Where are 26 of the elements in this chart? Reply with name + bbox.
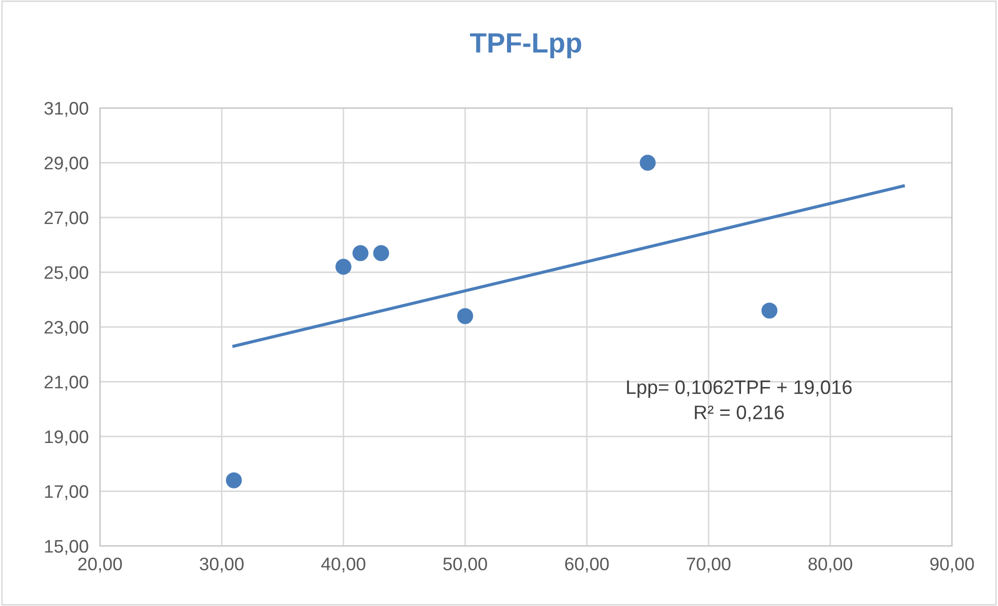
chart-title: TPF-Lpp <box>470 33 582 58</box>
x-tick-label: 80,00 <box>808 558 852 573</box>
x-tick-label: 40,00 <box>321 558 366 573</box>
point <box>352 245 368 262</box>
x-tick-label: 90,00 <box>930 558 974 573</box>
point <box>761 302 778 319</box>
x-tick-label: 60,00 <box>565 558 609 573</box>
y-tick-label: 15,00 <box>45 540 88 555</box>
x-tick-label: 30,00 <box>200 558 244 573</box>
point <box>373 245 390 262</box>
x-tick-label: 70,00 <box>686 558 730 573</box>
y-tick-label: 27,00 <box>44 211 88 226</box>
annotation: Lpp= 0,1062TPF + 19,016 R² = 0,216 <box>627 380 852 422</box>
y-tick-label: 23,00 <box>44 320 88 336</box>
point <box>335 258 352 275</box>
x-tick-label: 20,00 <box>78 558 122 573</box>
y-tick-label: 25,00 <box>44 266 88 282</box>
x-tick-label: 50,00 <box>443 558 488 573</box>
point <box>457 308 474 324</box>
point <box>226 472 242 488</box>
y-tick-label: 21,00 <box>44 376 88 391</box>
y-tick-label: 31,00 <box>44 102 88 117</box>
y-tick-label: 17,00 <box>45 485 88 500</box>
y-tick-label: 29,00 <box>44 156 88 172</box>
y-tick-label: 19,00 <box>45 430 88 446</box>
point <box>640 154 656 171</box>
